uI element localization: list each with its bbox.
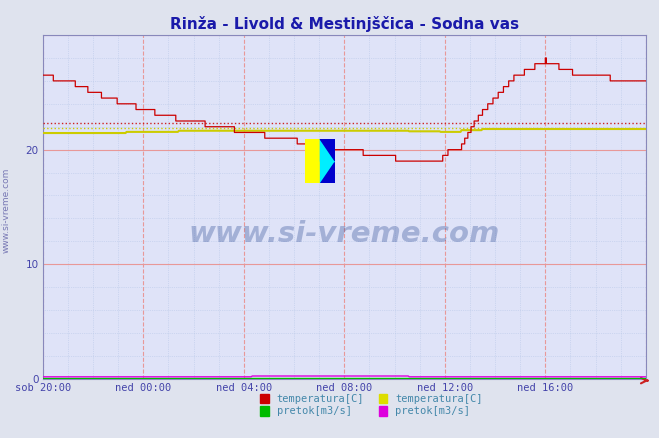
- Text: www.si-vreme.com: www.si-vreme.com: [2, 168, 11, 253]
- Text: temperatura[C]: temperatura[C]: [277, 394, 364, 403]
- Polygon shape: [320, 139, 335, 161]
- Polygon shape: [320, 139, 335, 161]
- Text: www.si-vreme.com: www.si-vreme.com: [188, 220, 500, 248]
- Text: pretok[m3/s]: pretok[m3/s]: [277, 406, 352, 416]
- Title: Rinža - Livold & Mestinjščica - Sodna vas: Rinža - Livold & Mestinjščica - Sodna va…: [170, 17, 519, 32]
- Bar: [305, 139, 320, 183]
- Bar: [320, 139, 335, 183]
- Polygon shape: [320, 161, 335, 183]
- Text: temperatura[C]: temperatura[C]: [395, 394, 483, 403]
- Text: pretok[m3/s]: pretok[m3/s]: [395, 406, 471, 416]
